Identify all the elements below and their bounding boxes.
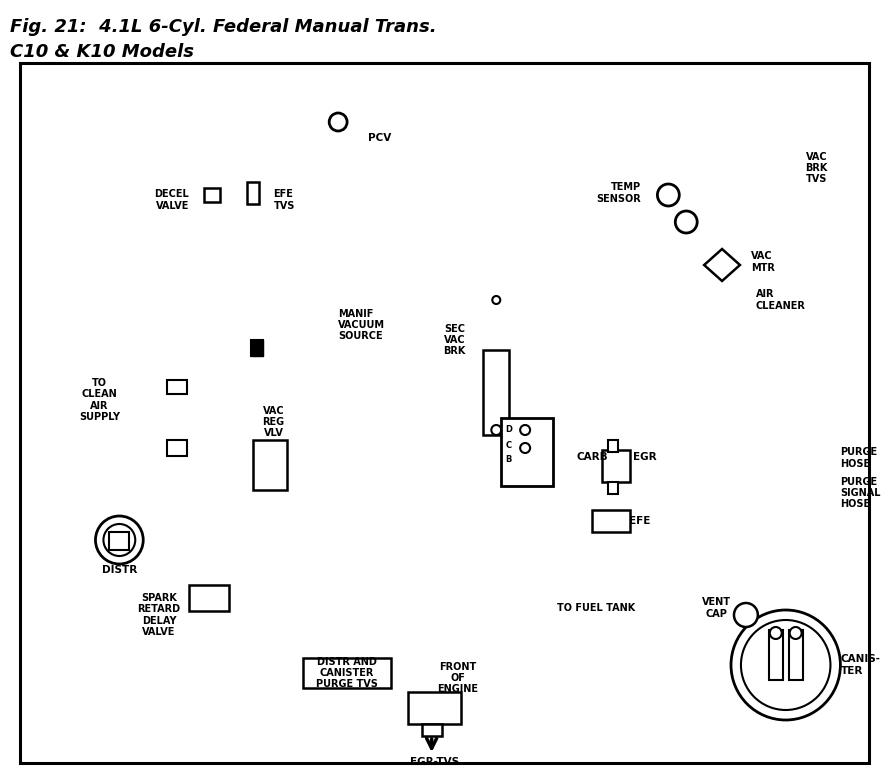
Text: CARB: CARB — [576, 452, 609, 462]
Text: VAC
MTR: VAC MTR — [751, 251, 775, 272]
Text: CANIS-
TER: CANIS- TER — [840, 654, 880, 676]
Text: EGR: EGR — [633, 452, 656, 462]
Polygon shape — [704, 249, 740, 281]
Bar — [303, 658, 391, 688]
Bar — [483, 350, 510, 435]
Text: TO FUEL TANK: TO FUEL TANK — [557, 603, 635, 613]
Text: VAC
REG
VLV: VAC REG VLV — [263, 406, 284, 438]
Circle shape — [731, 610, 840, 720]
Text: AIR
CLEANER: AIR CLEANER — [756, 289, 805, 310]
Circle shape — [103, 524, 135, 556]
Text: EFE: EFE — [628, 516, 650, 526]
Circle shape — [658, 184, 679, 206]
Text: SPARK
RETARD
DELAY
VALVE: SPARK RETARD DELAY VALVE — [137, 593, 181, 637]
Circle shape — [520, 425, 530, 435]
Text: PURGE
SIGNAL
HOSE: PURGE SIGNAL HOSE — [840, 476, 881, 509]
Circle shape — [770, 627, 781, 639]
Text: EGR-TVS: EGR-TVS — [410, 757, 459, 767]
Bar — [250, 340, 263, 356]
Text: D: D — [505, 425, 512, 435]
Circle shape — [734, 603, 758, 627]
Bar — [253, 440, 288, 490]
Bar — [601, 450, 630, 482]
Text: EFE
TVS: EFE TVS — [274, 189, 295, 210]
Circle shape — [491, 425, 502, 435]
Bar — [168, 380, 187, 394]
Bar — [247, 182, 258, 204]
Circle shape — [675, 211, 697, 233]
Circle shape — [741, 620, 830, 710]
Bar — [769, 630, 782, 680]
Bar — [608, 440, 617, 452]
Bar — [250, 340, 263, 356]
Bar — [608, 482, 617, 494]
Text: PCV: PCV — [368, 133, 391, 143]
Text: VENT
CAP: VENT CAP — [701, 598, 731, 618]
Bar — [408, 692, 462, 724]
Circle shape — [95, 516, 143, 564]
Bar — [592, 510, 630, 532]
Bar — [189, 585, 229, 611]
Text: DECEL
VALVE: DECEL VALVE — [154, 189, 189, 210]
Circle shape — [493, 296, 500, 304]
Text: C: C — [505, 441, 511, 449]
Text: MANIF
VACUUM
SOURCE: MANIF VACUUM SOURCE — [339, 309, 385, 341]
Text: DISTR AND
CANISTER
PURGE TVS: DISTR AND CANISTER PURGE TVS — [316, 656, 378, 689]
Bar — [110, 532, 129, 550]
Text: SEC
VAC
BRK: SEC VAC BRK — [443, 324, 465, 356]
Circle shape — [520, 443, 530, 453]
Text: FRONT
OF
ENGINE: FRONT OF ENGINE — [437, 662, 478, 695]
Bar — [168, 440, 187, 456]
Text: PURGE
HOSE: PURGE HOSE — [840, 448, 878, 469]
Text: Fig. 21:  4.1L 6-Cyl. Federal Manual Trans.: Fig. 21: 4.1L 6-Cyl. Federal Manual Tran… — [10, 18, 437, 36]
Circle shape — [329, 113, 347, 131]
Circle shape — [789, 627, 802, 639]
Text: TO
CLEAN
AIR
SUPPLY: TO CLEAN AIR SUPPLY — [79, 378, 120, 422]
Text: VAC
BRK
TVS: VAC BRK TVS — [805, 152, 828, 184]
Bar — [789, 630, 803, 680]
Text: TEMP
SENSOR: TEMP SENSOR — [597, 182, 642, 203]
Bar — [204, 188, 220, 202]
Bar — [421, 724, 442, 736]
Text: C10 & K10 Models: C10 & K10 Models — [10, 43, 194, 61]
Text: DISTR: DISTR — [102, 565, 137, 575]
FancyBboxPatch shape — [571, 84, 846, 338]
Text: B: B — [505, 456, 511, 465]
Bar — [502, 418, 553, 486]
